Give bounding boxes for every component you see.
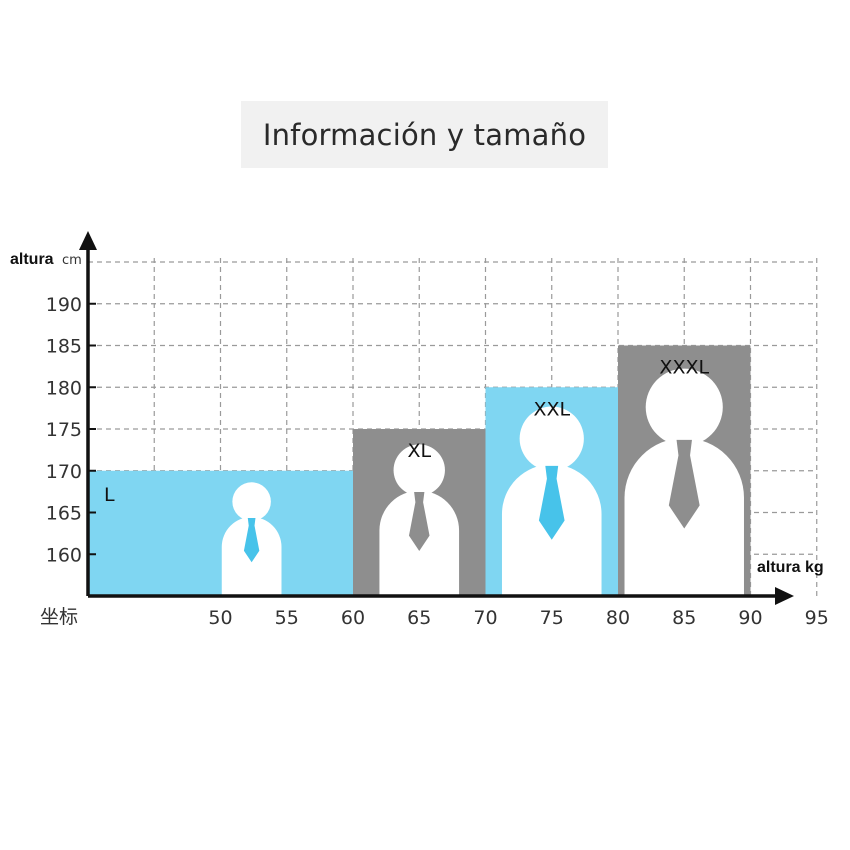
x-tick-label-65: 65 [407, 607, 431, 629]
figures [221, 368, 744, 596]
x-tick-label-55: 55 [275, 607, 299, 629]
x-tick-label-85: 85 [672, 607, 696, 629]
x-tick-label-75: 75 [540, 607, 564, 629]
y-tick-label-180: 180 [46, 377, 82, 399]
size-label-xxl: XXL [533, 398, 570, 420]
y-tick-label-160: 160 [46, 544, 82, 566]
x-axis-label: altura kg [757, 559, 824, 576]
x-axis-arrow [775, 587, 794, 605]
x-tick-label-95: 95 [805, 607, 829, 629]
person-figure-xxl [501, 406, 602, 596]
size-label-xxxl: XXXL [659, 357, 709, 379]
x-tick-label-60: 60 [341, 607, 365, 629]
y-axis-unit: cm [62, 253, 82, 268]
y-tick-label-175: 175 [46, 419, 82, 441]
y-tick-label-185: 185 [46, 336, 82, 358]
y-axis-label: altura [10, 251, 54, 268]
title-box: Información y tamaño [241, 101, 608, 168]
x-tick-label-70: 70 [473, 607, 497, 629]
y-tick-label-170: 170 [46, 461, 82, 483]
x-tick-label-80: 80 [606, 607, 630, 629]
labels: L XL XXL XXXL 160 165 170 175 180 185 190 50 55 60 65 7… [10, 251, 829, 629]
y-tick-label-165: 165 [46, 503, 82, 525]
person-figure-l [221, 482, 282, 596]
x-tick-label-90: 90 [738, 607, 762, 629]
bar-l [88, 470, 353, 596]
chart-title: Información y tamaño [262, 117, 587, 152]
y-tick-label-190: 190 [46, 294, 82, 316]
size-label-xl: XL [407, 440, 431, 462]
y-axis-arrow [79, 231, 97, 250]
x-tick-label-50: 50 [208, 607, 232, 629]
axes [79, 231, 794, 605]
origin-label: 坐标 [40, 606, 78, 628]
size-label-l: L [104, 484, 115, 506]
person-figure-xxxl [624, 368, 744, 596]
person-figure-xl [379, 444, 460, 596]
